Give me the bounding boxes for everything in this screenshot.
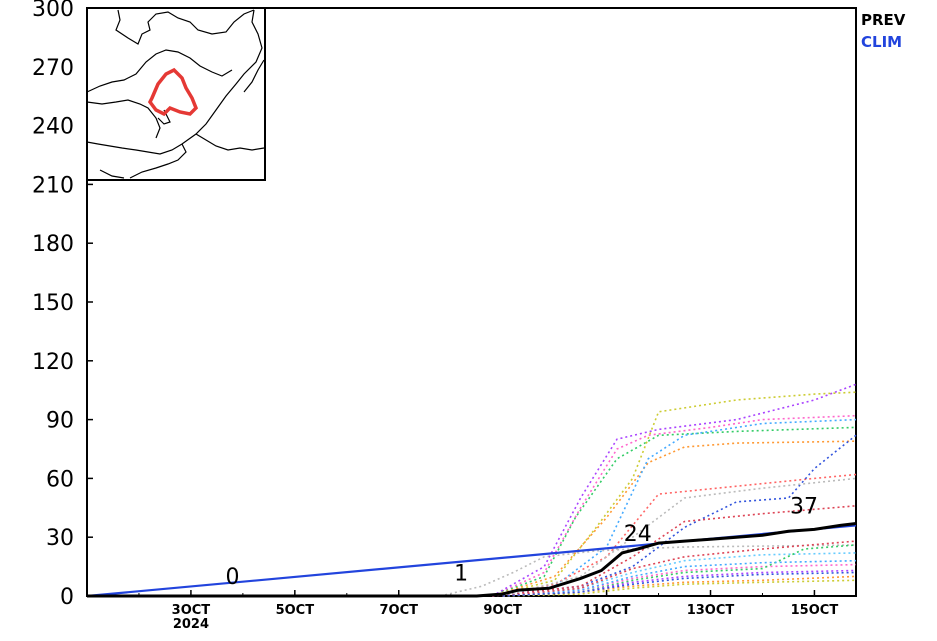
- ensemble-member-line: [502, 559, 857, 597]
- ensemble-member-line: [492, 473, 857, 597]
- data-labels: 0 1 24 37: [225, 495, 818, 591]
- x-tick-label: 7OCT: [379, 603, 418, 618]
- inset-map-frame: [86, 7, 266, 181]
- ensemble-member-line: [502, 569, 857, 597]
- ensemble-member-line: [502, 575, 857, 597]
- ensemble-member-line: [492, 418, 857, 597]
- ensemble-member-line: [492, 440, 857, 597]
- y-tick-label: 120: [32, 350, 74, 375]
- ensemble-members: [440, 383, 857, 597]
- y-tick-label: 210: [32, 173, 74, 198]
- ensemble-member-line: [502, 571, 857, 597]
- y-axis-ticks: 0 30 60 90 120 150 180 210 240 270 300: [32, 0, 93, 610]
- map-borders: [86, 9, 265, 179]
- ensemble-member-line: [492, 426, 857, 597]
- data-label: 1: [454, 561, 468, 586]
- data-label: 24: [624, 522, 652, 547]
- x-tick-sublabel: 2024: [173, 617, 209, 632]
- y-tick-label: 60: [46, 467, 74, 492]
- ensemble-member-line: [502, 563, 857, 597]
- y-tick-label: 180: [32, 232, 74, 257]
- series-line-prev: [87, 522, 857, 598]
- ensemble-member-line: [502, 540, 857, 597]
- data-label: 0: [225, 565, 239, 590]
- ensemble-member-line: [502, 579, 857, 597]
- y-tick-label: 30: [46, 526, 74, 551]
- ensemble-member-line: [491, 383, 857, 597]
- ensemble-member-line: [491, 414, 857, 597]
- ensemble-member-line: [492, 505, 857, 597]
- y-tick-label: 270: [32, 56, 74, 81]
- legend: PREV CLIM: [861, 11, 906, 51]
- inset-map: [86, 7, 266, 181]
- y-tick-label: 90: [46, 409, 74, 434]
- ensemble-member-line: [440, 544, 857, 597]
- ensemble-member-line: [492, 391, 857, 597]
- ensemble-member-line: [502, 477, 857, 597]
- y-tick-label: 300: [32, 0, 74, 22]
- y-tick-label: 0: [60, 585, 74, 610]
- ensemble-member-line: [502, 552, 857, 597]
- x-tick-label: 11OCT: [583, 603, 631, 618]
- data-label: 37: [790, 495, 818, 520]
- legend-label-clim: CLIM: [861, 33, 902, 51]
- region-outline: [147, 67, 199, 117]
- legend-label-prev: PREV: [861, 11, 906, 29]
- x-tick-label: 3OCT: [172, 603, 211, 618]
- x-tick-label: 5OCT: [276, 603, 315, 618]
- main-series: [86, 522, 857, 598]
- x-tick-label: 9OCT: [483, 603, 522, 618]
- x-tick-label: 13OCT: [687, 603, 735, 618]
- y-tick-label: 150: [32, 291, 74, 316]
- y-tick-label: 240: [32, 115, 74, 140]
- x-tick-label: 15OCT: [791, 603, 839, 618]
